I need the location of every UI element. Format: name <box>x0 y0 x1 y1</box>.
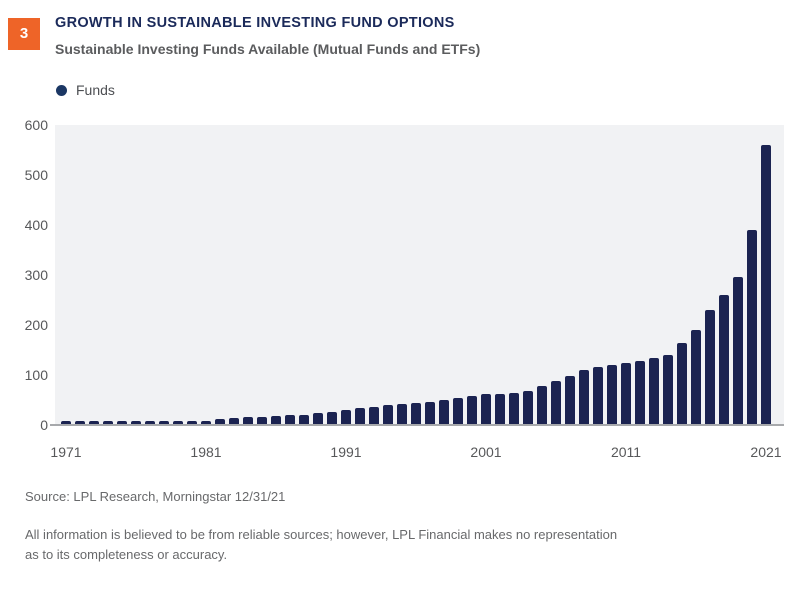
bar-2017 <box>705 310 715 425</box>
bar-1989 <box>313 413 323 425</box>
bar-2004 <box>523 391 533 425</box>
y-tick-300: 300 <box>24 267 48 283</box>
bar-1985 <box>257 417 267 425</box>
bar-2018 <box>719 295 729 425</box>
bar-2006 <box>551 381 561 425</box>
y-tick-500: 500 <box>24 167 48 183</box>
x-tick-2011: 2011 <box>610 444 642 460</box>
bar-2019 <box>733 277 743 425</box>
bar-2001 <box>481 394 491 425</box>
x-axis-line <box>50 424 784 426</box>
y-tick-400: 400 <box>24 217 48 233</box>
bar-2013 <box>649 358 659 425</box>
bar-1997 <box>425 402 435 425</box>
x-tick-1991: 1991 <box>330 444 362 460</box>
bar-1992 <box>355 408 365 425</box>
bar-1993 <box>369 407 379 425</box>
bar-1976 <box>131 421 141 425</box>
bar-1987 <box>285 415 295 425</box>
bar-1996 <box>411 403 421 425</box>
disclaimer-line-2: as to its completeness or accuracy. <box>25 547 228 562</box>
bar-chart-plot-area <box>55 125 784 425</box>
disclaimer-text: All information is believed to be from r… <box>25 525 617 565</box>
bar-1972 <box>75 421 85 425</box>
chart-legend: Funds <box>56 82 115 98</box>
y-tick-100: 100 <box>24 367 48 383</box>
bar-1981 <box>201 421 211 425</box>
bar-1986 <box>271 416 281 425</box>
figure-subtitle: Sustainable Investing Funds Available (M… <box>55 41 481 57</box>
bar-1984 <box>243 417 253 425</box>
x-tick-1971: 1971 <box>50 444 82 460</box>
legend-marker-icon <box>56 84 67 96</box>
bar-1977 <box>145 421 155 425</box>
y-tick-600: 600 <box>24 117 48 133</box>
y-tick-200: 200 <box>24 317 48 333</box>
bar-1983 <box>229 418 239 425</box>
bar-2011 <box>621 363 631 425</box>
figure-title: GROWTH IN SUSTAINABLE INVESTING FUND OPT… <box>55 15 455 31</box>
bar-1994 <box>383 405 393 425</box>
bar-2020 <box>747 230 757 425</box>
legend-label: Funds <box>76 82 115 98</box>
bar-2005 <box>537 386 547 425</box>
bar-2012 <box>635 361 645 425</box>
bar-1980 <box>187 421 197 425</box>
bar-2000 <box>467 396 477 425</box>
bar-2009 <box>593 367 603 425</box>
x-tick-2001: 2001 <box>470 444 502 460</box>
bar-1982 <box>215 419 225 425</box>
bar-2014 <box>663 355 673 425</box>
disclaimer-line-1: All information is believed to be from r… <box>25 527 618 542</box>
source-note: Source: LPL Research, Morningstar 12/31/… <box>25 489 286 504</box>
figure-number-badge: 3 <box>8 18 40 50</box>
bar-1998 <box>439 400 449 425</box>
bar-2015 <box>677 343 687 425</box>
bar-1971 <box>61 421 71 425</box>
bar-2010 <box>607 365 617 425</box>
x-tick-1981: 1981 <box>190 444 222 460</box>
y-tick-0: 0 <box>40 417 48 433</box>
bar-2021 <box>761 145 771 425</box>
bar-2003 <box>509 393 519 425</box>
bar-1991 <box>341 410 351 425</box>
bar-1988 <box>299 415 309 425</box>
bar-1999 <box>453 398 463 425</box>
bar-1979 <box>173 421 183 425</box>
bar-1990 <box>327 412 337 425</box>
bar-2008 <box>579 370 589 425</box>
bar-1973 <box>89 421 99 425</box>
bar-2002 <box>495 394 505 425</box>
bar-1975 <box>117 421 127 425</box>
x-tick-2021: 2021 <box>750 444 782 460</box>
bar-1978 <box>159 421 169 425</box>
bar-1995 <box>397 404 407 425</box>
bar-2016 <box>691 330 701 425</box>
bar-2007 <box>565 376 575 425</box>
bar-1974 <box>103 421 113 425</box>
